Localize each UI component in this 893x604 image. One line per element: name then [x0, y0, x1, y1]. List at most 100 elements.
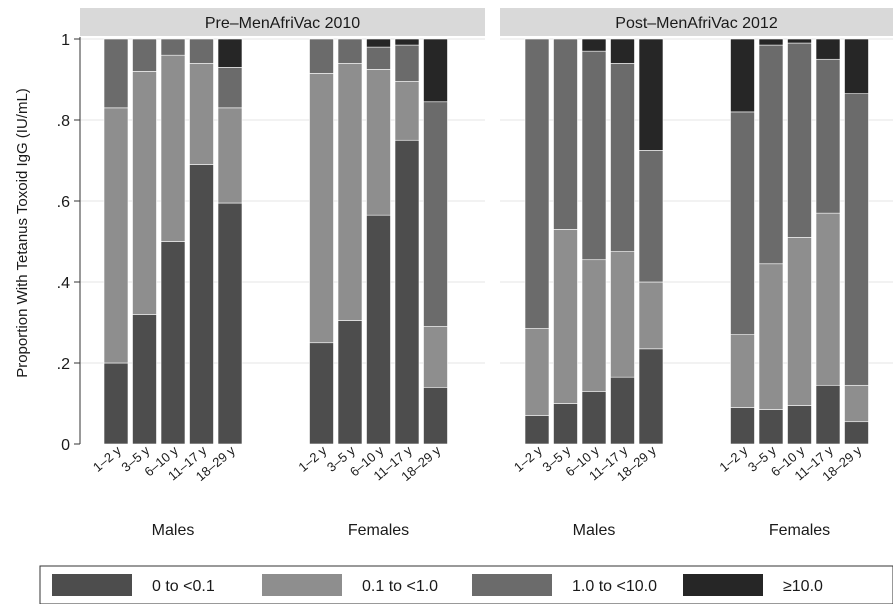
bar-segment	[423, 38, 448, 103]
bar-segment	[638, 348, 664, 445]
bar-segment	[581, 259, 607, 392]
bar-segment	[553, 38, 578, 230]
bar-segment	[160, 241, 186, 445]
bar-segment	[217, 38, 243, 68]
bar-segment	[394, 44, 420, 82]
bar-segment	[423, 386, 448, 445]
bar-segment	[337, 62, 363, 321]
bar-segment	[638, 38, 664, 151]
bar-segment	[309, 38, 334, 74]
bar-segment	[638, 150, 664, 283]
bar-segment	[160, 38, 186, 56]
bar-segment	[366, 214, 391, 445]
bar-segment	[815, 384, 841, 445]
legend-label: 0.1 to <1.0	[362, 578, 438, 595]
bar-segment	[189, 164, 214, 445]
bar-segment	[394, 81, 420, 141]
bar-segment	[103, 38, 129, 109]
y-tick-label: .4	[57, 275, 70, 292]
bar-segment	[366, 69, 391, 216]
legend-item: 1.0 to <10.0	[472, 574, 657, 596]
bar-segment	[581, 50, 607, 261]
bar-segment	[132, 71, 157, 315]
bar-segment	[160, 54, 186, 242]
bar-segment	[189, 62, 214, 165]
x-tick-label: 1–2 y	[716, 442, 750, 474]
bar-segment	[423, 101, 448, 327]
bar-segment	[730, 407, 755, 445]
legend-label: 0 to <0.1	[152, 578, 215, 595]
bar-segment	[610, 251, 635, 378]
bar-segment	[815, 212, 841, 386]
bar-segment	[217, 107, 243, 204]
bar-segment	[758, 38, 784, 46]
y-tick-label: 0	[61, 437, 70, 454]
bar-segment	[524, 415, 550, 445]
bar-segment	[815, 38, 841, 60]
bar-segment	[758, 409, 784, 445]
bar-segment	[730, 38, 755, 113]
bar-segment	[423, 326, 448, 388]
y-tick-label: .8	[57, 113, 70, 130]
panel-title: Post–MenAfriVac 2012	[615, 15, 778, 32]
bar-segment	[787, 38, 812, 44]
bar-segment	[787, 405, 812, 445]
panel-2: Post–MenAfriVac 2012 1–2 y3–5 y6–10 y11–1…	[500, 8, 893, 539]
bar-segment	[103, 107, 129, 364]
x-tick-label: 1–2 y	[295, 442, 329, 474]
legend-box	[39, 565, 893, 604]
group-label: Males	[152, 522, 195, 539]
bar-segment	[132, 314, 157, 445]
bar-segment	[610, 38, 635, 64]
bar-segment	[815, 58, 841, 214]
legend-swatch	[262, 574, 342, 596]
bar-segment	[366, 38, 391, 48]
bar-segment	[730, 334, 755, 408]
bar-segment	[217, 202, 243, 445]
bar-segment	[394, 38, 420, 46]
bar-segment	[730, 111, 755, 335]
legend-swatch	[472, 574, 552, 596]
bar-segment	[524, 38, 550, 329]
bar-segment	[394, 139, 420, 445]
chart-panels: Pre–MenAfriVac 2010 0 .2 .4 .6 .8 1 1–2 y3–5 y6…	[57, 8, 893, 539]
bar-segment	[581, 38, 607, 52]
legend-label: ≥10.0	[783, 578, 823, 595]
legend-item: 0 to <0.1	[52, 574, 215, 596]
panel-title: Pre–MenAfriVac 2010	[205, 15, 360, 32]
y-axis-label: Proportion With Tetanus Toxoid IgG (IU/m…	[14, 88, 31, 378]
bar-segment	[610, 62, 635, 252]
bar-segment	[103, 362, 129, 445]
x-tick-label: 1–2 y	[90, 442, 124, 474]
bar-segment	[844, 421, 869, 445]
panel-header-strip	[80, 8, 485, 36]
legend-swatch	[52, 574, 132, 596]
bar-segment	[787, 237, 812, 406]
bar-segment	[638, 281, 664, 350]
panel-header-strip	[500, 8, 893, 36]
y-tick-label: .2	[57, 356, 70, 373]
group-label: Females	[769, 522, 830, 539]
group-label: Males	[573, 522, 616, 539]
legend-label: 1.0 to <10.0	[572, 578, 657, 595]
panel-1: Pre–MenAfriVac 2010 0 .2 .4 .6 .8 1 1–2 y3–5 y6…	[57, 8, 485, 539]
bar-segment	[524, 328, 550, 416]
bar-segment	[366, 46, 391, 70]
bar-segment	[309, 73, 334, 344]
bar-segment	[758, 263, 784, 410]
legend-swatch	[683, 574, 763, 596]
bar-segment	[581, 391, 607, 445]
x-tick-label: 1–2 y	[511, 442, 545, 474]
bar-segment	[844, 93, 869, 386]
bar-segment	[610, 376, 635, 445]
bar-segment	[337, 320, 363, 445]
bar-segment	[844, 384, 869, 423]
bar-segment	[553, 403, 578, 445]
bar-segment	[844, 38, 869, 94]
legend-item: 0.1 to <1.0	[262, 574, 438, 596]
